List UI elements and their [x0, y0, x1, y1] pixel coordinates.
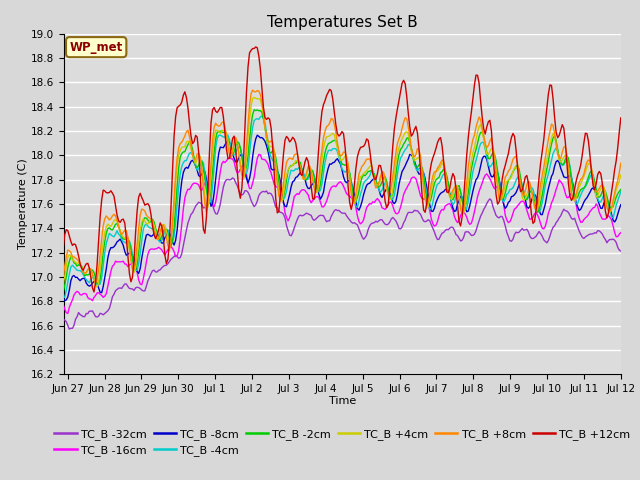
TC_B +8cm — [616, 170, 623, 176]
TC_B +4cm — [27, 263, 35, 268]
TC_B -16cm — [614, 234, 621, 240]
TC_B -4cm — [47, 273, 54, 279]
TC_B +4cm — [47, 269, 54, 275]
TC_B -32cm — [49, 316, 56, 322]
TC_B +12cm — [67, 239, 75, 244]
TC_B +8cm — [249, 87, 257, 93]
TC_B -32cm — [451, 228, 458, 233]
TC_B -16cm — [617, 230, 625, 236]
TC_B -32cm — [333, 208, 341, 214]
TC_B -32cm — [228, 175, 236, 181]
TC_B -16cm — [332, 184, 340, 190]
TC_B -4cm — [333, 148, 341, 154]
TC_B -2cm — [451, 193, 458, 199]
TC_B +8cm — [333, 139, 341, 145]
Line: TC_B -4cm: TC_B -4cm — [31, 116, 621, 298]
TC_B -8cm — [537, 212, 545, 217]
Line: TC_B -8cm: TC_B -8cm — [31, 135, 621, 308]
X-axis label: Time: Time — [329, 396, 356, 406]
TC_B -8cm — [27, 305, 35, 311]
TC_B +8cm — [27, 242, 35, 248]
TC_B -32cm — [617, 248, 625, 254]
Line: TC_B +8cm: TC_B +8cm — [31, 90, 621, 291]
TC_B +8cm — [54, 288, 62, 294]
TC_B -4cm — [60, 295, 67, 301]
TC_B -2cm — [27, 271, 35, 276]
TC_B +4cm — [67, 253, 75, 259]
TC_B -2cm — [617, 187, 625, 192]
TC_B +4cm — [616, 179, 623, 184]
TC_B -4cm — [616, 193, 623, 199]
TC_B +12cm — [333, 131, 341, 136]
Y-axis label: Temperature (C): Temperature (C) — [19, 158, 28, 250]
TC_B -2cm — [333, 143, 341, 148]
TC_B -16cm — [47, 295, 54, 300]
TC_B +8cm — [47, 265, 54, 271]
TC_B -16cm — [449, 207, 457, 213]
Line: TC_B +4cm: TC_B +4cm — [31, 97, 621, 291]
TC_B -8cm — [449, 205, 457, 211]
TC_B -4cm — [617, 189, 625, 195]
TC_B -32cm — [616, 247, 623, 253]
TC_B -32cm — [67, 325, 75, 331]
TC_B +12cm — [54, 292, 62, 298]
TC_B +4cm — [333, 145, 341, 151]
TC_B -2cm — [58, 290, 65, 296]
TC_B -16cm — [537, 221, 545, 227]
TC_B +8cm — [67, 250, 75, 255]
Line: TC_B -2cm: TC_B -2cm — [31, 110, 621, 293]
TC_B -4cm — [451, 200, 458, 205]
TC_B -2cm — [67, 253, 75, 259]
TC_B -8cm — [617, 202, 625, 207]
TC_B +8cm — [617, 160, 625, 166]
TC_B -16cm — [255, 152, 262, 157]
TC_B +4cm — [250, 95, 258, 100]
TC_B -8cm — [253, 132, 261, 138]
Title: Temperatures Set B: Temperatures Set B — [267, 15, 418, 30]
Line: TC_B -16cm: TC_B -16cm — [31, 155, 621, 319]
TC_B +8cm — [451, 185, 458, 191]
TC_B -16cm — [65, 304, 73, 310]
TC_B -8cm — [65, 287, 73, 293]
TC_B -8cm — [614, 212, 621, 217]
TC_B -4cm — [258, 113, 266, 119]
TC_B -8cm — [332, 157, 340, 163]
TC_B +8cm — [538, 172, 546, 178]
Legend: TC_B -32cm, TC_B -16cm, TC_B -8cm, TC_B -4cm, TC_B -2cm, TC_B +4cm, TC_B +8cm, T: TC_B -32cm, TC_B -16cm, TC_B -8cm, TC_B … — [50, 424, 635, 460]
Line: TC_B -32cm: TC_B -32cm — [31, 178, 621, 336]
TC_B +12cm — [538, 148, 546, 154]
TC_B +4cm — [58, 288, 65, 294]
TC_B -32cm — [29, 333, 36, 338]
TC_B -4cm — [538, 200, 546, 205]
TC_B -2cm — [250, 107, 258, 113]
TC_B +4cm — [538, 180, 546, 186]
TC_B -32cm — [538, 233, 546, 239]
TC_B -8cm — [47, 282, 54, 288]
TC_B -2cm — [538, 192, 546, 198]
TC_B -16cm — [27, 316, 35, 322]
TC_B +4cm — [617, 172, 625, 178]
TC_B +12cm — [616, 129, 623, 135]
TC_B -4cm — [67, 264, 75, 270]
Line: TC_B +12cm: TC_B +12cm — [31, 47, 621, 295]
Text: WP_met: WP_met — [70, 41, 123, 54]
TC_B +12cm — [451, 174, 458, 180]
TC_B -2cm — [616, 189, 623, 194]
TC_B -2cm — [47, 272, 54, 278]
TC_B +12cm — [47, 255, 54, 261]
TC_B +12cm — [27, 214, 35, 219]
TC_B -4cm — [27, 277, 35, 283]
TC_B +12cm — [617, 115, 625, 121]
TC_B -32cm — [27, 332, 35, 338]
TC_B +12cm — [252, 44, 260, 50]
TC_B +4cm — [451, 186, 458, 192]
